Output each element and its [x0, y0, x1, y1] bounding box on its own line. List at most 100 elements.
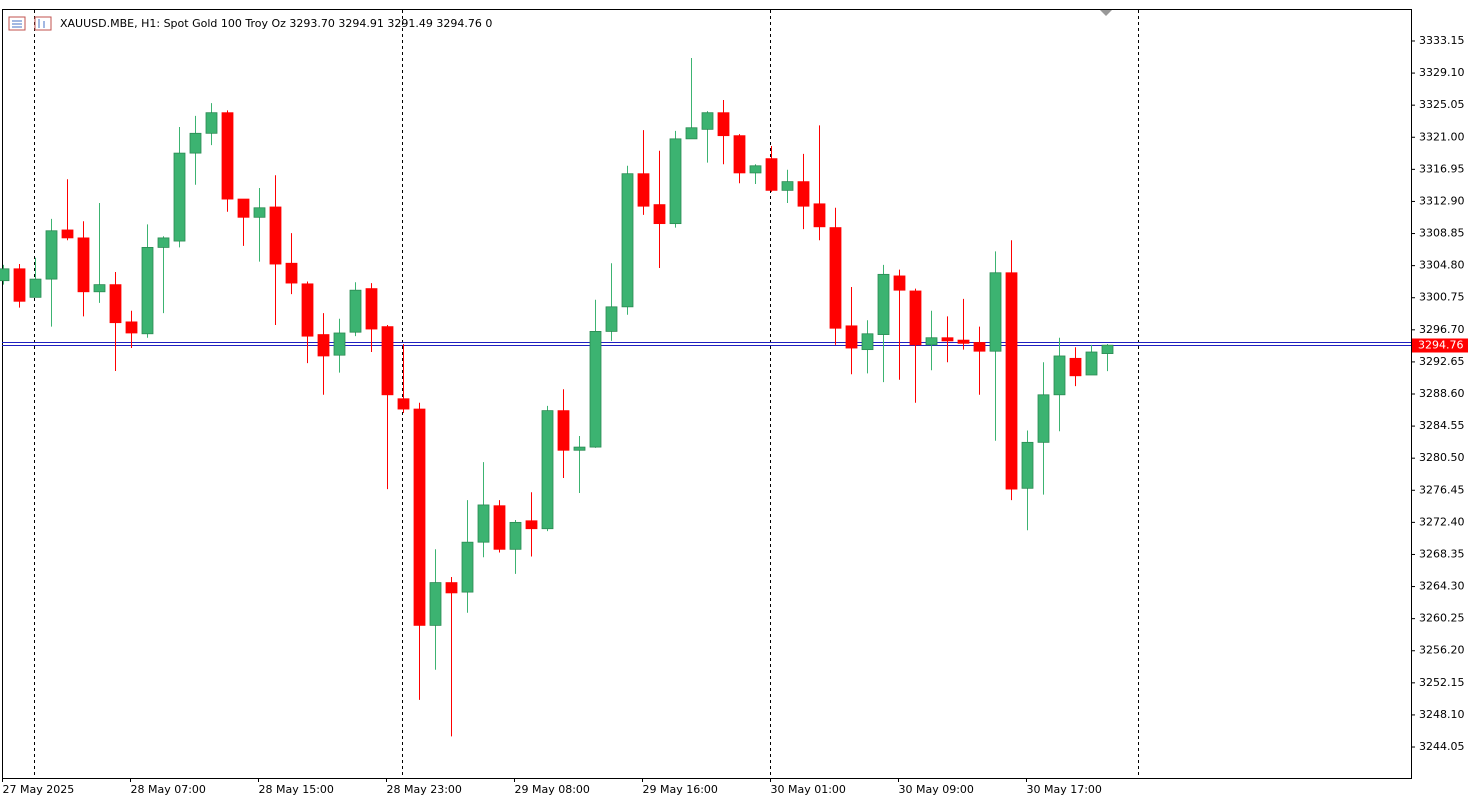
candle-body	[893, 275, 906, 291]
candle-body	[733, 135, 746, 174]
y-tick-label: 3296.70	[1419, 323, 1465, 336]
candle-body	[877, 273, 890, 335]
candle-body	[493, 505, 506, 550]
x-tick-label: 29 May 08:00	[515, 783, 590, 796]
symbol-icons	[8, 16, 52, 31]
bid-label-box	[1412, 338, 1468, 353]
candle-body	[349, 289, 362, 333]
y-tick-label: 3244.05	[1419, 740, 1465, 753]
candle-body	[861, 333, 874, 351]
candle-body	[797, 181, 810, 207]
y-tick-label: 3312.90	[1419, 194, 1465, 207]
candle-body	[845, 325, 858, 349]
candle-body	[413, 408, 426, 626]
x-tick-label: 30 May 17:00	[1027, 783, 1102, 796]
candle-body	[557, 410, 570, 451]
candle-body	[461, 541, 474, 593]
y-tick-label: 3300.75	[1419, 291, 1465, 304]
candle-body	[589, 330, 602, 448]
candle-body	[109, 284, 122, 324]
x-tick-label: 29 May 16:00	[643, 783, 718, 796]
icon	[34, 16, 52, 31]
y-tick-label: 3325.05	[1419, 98, 1465, 111]
candle-body	[93, 284, 106, 293]
candle-body	[173, 152, 186, 242]
candle-body	[269, 206, 282, 265]
candle-body	[1053, 355, 1066, 396]
y-tick-label: 3280.50	[1419, 451, 1465, 464]
candle-body	[445, 582, 458, 594]
x-tick-label: 28 May 15:00	[259, 783, 334, 796]
x-tick-label: 30 May 09:00	[899, 783, 974, 796]
candle-body	[621, 173, 634, 308]
candle-body	[989, 272, 1002, 352]
candle-body	[1021, 441, 1034, 489]
shift-marker	[1100, 10, 1112, 16]
candle-body	[45, 230, 58, 280]
y-tick-label: 3316.95	[1419, 162, 1465, 175]
candle-body	[509, 521, 522, 550]
candle-body	[1101, 344, 1114, 354]
candle-body	[525, 520, 538, 530]
candle-body	[1005, 272, 1018, 490]
candle-body	[541, 410, 554, 530]
candle-body	[29, 278, 42, 298]
y-tick-label: 3260.25	[1419, 612, 1465, 625]
y-tick-label: 3256.20	[1419, 644, 1465, 657]
candle-body	[749, 165, 762, 174]
y-tick-label: 3276.45	[1419, 483, 1465, 496]
candle-body	[61, 229, 74, 239]
candle-body	[141, 247, 154, 335]
candle-body	[477, 504, 490, 543]
y-tick-label: 3304.80	[1419, 259, 1465, 272]
y-tick-label: 3248.10	[1419, 708, 1465, 721]
y-tick-label: 3268.35	[1419, 547, 1465, 560]
candle-body	[221, 112, 234, 200]
candle-body	[429, 582, 442, 626]
candle-body	[301, 283, 314, 337]
candle-body	[205, 112, 218, 134]
candle-body	[317, 334, 330, 357]
y-tick-label: 3252.15	[1419, 676, 1465, 689]
y-tick-label: 3333.15	[1419, 34, 1465, 47]
candle-body	[381, 326, 394, 396]
candle-body	[637, 173, 650, 207]
candle-body	[1037, 394, 1050, 443]
candle-body	[941, 337, 954, 342]
candle-body	[829, 227, 842, 329]
candle-body	[925, 337, 938, 346]
candle-body	[0, 268, 10, 282]
candle-body	[1085, 351, 1098, 376]
y-tick-label: 3321.00	[1419, 130, 1465, 143]
candle-body	[333, 332, 346, 356]
candle-body	[781, 181, 794, 191]
marks	[0, 58, 1411, 737]
chart-title: XAUUSD.MBE, H1: Spot Gold 100 Troy Oz 32…	[60, 17, 492, 30]
candle-body	[973, 342, 986, 352]
x-tick-label: 27 May 2025	[3, 783, 75, 796]
candle-body	[957, 339, 970, 344]
candle-body	[77, 237, 90, 293]
candle-body	[701, 112, 714, 130]
candle-body	[157, 237, 170, 248]
y-tick-label: 3284.55	[1419, 419, 1465, 432]
y-tick-label: 3288.60	[1419, 387, 1465, 400]
candle-body	[189, 132, 202, 154]
x-tick-label: 28 May 07:00	[131, 783, 206, 796]
candle-body	[653, 204, 666, 225]
candle-body	[669, 138, 682, 225]
candle-body	[237, 198, 250, 218]
candle-body	[13, 268, 26, 302]
candle-body	[1069, 357, 1082, 377]
candle-body	[717, 112, 730, 137]
candle-body	[605, 306, 618, 332]
x-tick-label: 28 May 23:00	[387, 783, 462, 796]
y-tick-label: 3292.65	[1419, 355, 1465, 368]
candle-body	[685, 127, 698, 140]
candle-body	[397, 398, 410, 410]
candle-body	[365, 288, 378, 330]
x-tick-label: 30 May 01:00	[771, 783, 846, 796]
y-tick-label: 3264.30	[1419, 580, 1465, 593]
